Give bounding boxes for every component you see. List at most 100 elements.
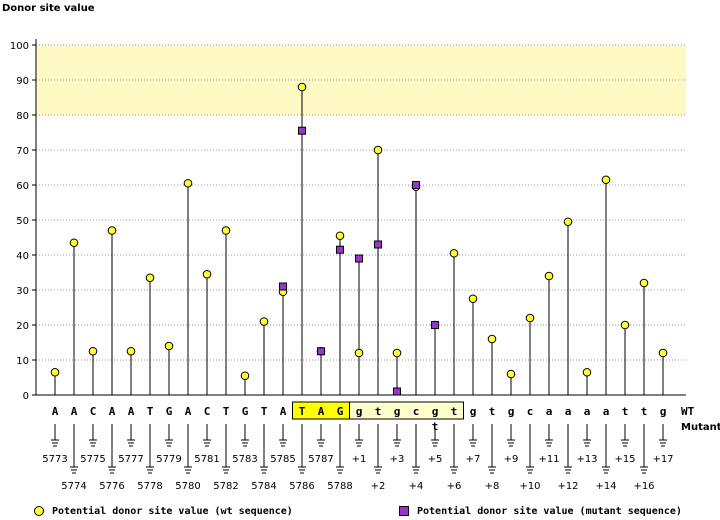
wt-base: A	[318, 405, 325, 418]
wt-base: g	[394, 405, 401, 418]
mutant-point	[412, 181, 420, 189]
legend-mutant: Potential donor site value (mutant seque…	[399, 506, 682, 517]
mutant-point	[431, 321, 439, 329]
wt-point	[639, 278, 649, 288]
wt-base: A	[128, 405, 135, 418]
wt-base: C	[204, 405, 211, 418]
wt-base: a	[565, 405, 572, 418]
wt-base: t	[375, 405, 382, 418]
position-label: +8	[485, 481, 500, 492]
position-label: 5788	[327, 481, 352, 492]
sequence-boxes	[292, 401, 464, 420]
wt-base: c	[527, 405, 534, 418]
wt-base: a	[603, 405, 610, 418]
wt-point	[544, 271, 554, 281]
position-markers	[51, 424, 667, 474]
wt-base: a	[584, 405, 591, 418]
position-label: +15	[614, 454, 635, 465]
data-points	[50, 82, 668, 396]
y-axis-label: Donor site value	[2, 3, 95, 14]
position-label: +1	[352, 454, 367, 465]
y-tick-label: 80	[16, 111, 29, 122]
position-label: 5777	[118, 454, 143, 465]
mutant-row-label: Mutant	[681, 422, 720, 433]
wt-point	[50, 367, 60, 377]
y-tick-label: 60	[16, 181, 29, 192]
y-tick-label: 50	[16, 216, 29, 227]
position-label: 5783	[232, 454, 257, 465]
wt-point	[392, 348, 402, 358]
wt-point	[601, 175, 611, 185]
position-label: +13	[576, 454, 597, 465]
legend-mutant-label: Potential donor site value (mutant seque…	[417, 506, 682, 517]
wt-point	[69, 238, 79, 248]
wt-point	[259, 317, 269, 326]
y-tick-label: 100	[10, 41, 29, 52]
y-tick-label: 40	[16, 251, 29, 262]
wt-point	[563, 217, 573, 227]
wt-point	[297, 82, 307, 92]
wt-point	[658, 348, 668, 358]
y-tick-label: 20	[16, 321, 29, 332]
wt-point	[164, 341, 174, 351]
wt-point	[373, 145, 383, 155]
wt-base: T	[147, 405, 154, 418]
wt-base: t	[489, 405, 496, 418]
wt-base: A	[185, 405, 192, 418]
position-label: +12	[557, 481, 578, 492]
wt-point	[202, 269, 212, 279]
wt-base: T	[299, 405, 306, 418]
position-label: +11	[538, 454, 559, 465]
wt-base: c	[413, 405, 420, 418]
mutant-point	[317, 347, 325, 356]
position-label: +9	[504, 454, 519, 465]
y-tick-label: 30	[16, 286, 29, 297]
position-label: +10	[519, 481, 540, 492]
position-label: +14	[595, 481, 616, 492]
position-label: 5784	[251, 481, 276, 492]
wt-base: a	[546, 405, 553, 418]
position-label: 5779	[156, 454, 181, 465]
wt-point	[620, 320, 630, 330]
wt-point	[126, 346, 136, 356]
position-label: +6	[447, 481, 462, 492]
position-label: +16	[633, 481, 654, 492]
wt-point	[468, 294, 478, 304]
position-label: 5787	[308, 454, 333, 465]
wt-point	[88, 346, 98, 356]
wt-point	[335, 231, 345, 241]
mutant-point	[393, 387, 401, 396]
wt-base: g	[356, 405, 363, 418]
y-tick-label: 90	[16, 76, 29, 87]
position-label: 5785	[270, 454, 295, 465]
position-label: 5774	[61, 481, 86, 492]
square-marker-icon	[399, 506, 409, 516]
wt-base: T	[223, 405, 230, 418]
position-label: 5781	[194, 454, 219, 465]
position-label: 5778	[137, 481, 162, 492]
wt-base: G	[337, 405, 344, 418]
position-label: 5776	[99, 481, 124, 492]
position-label: +7	[466, 454, 481, 465]
position-label: +17	[652, 454, 673, 465]
wt-point	[240, 371, 250, 381]
legend-wt-label: Potential donor site value (wt sequence)	[52, 506, 293, 517]
wt-base: g	[660, 405, 667, 418]
y-tick-label: 70	[16, 146, 29, 157]
wt-base: t	[641, 405, 648, 418]
wt-point	[449, 248, 459, 258]
wt-base: T	[261, 405, 268, 418]
wt-base: g	[470, 405, 477, 418]
wt-point	[145, 273, 155, 283]
position-label: 5782	[213, 481, 238, 492]
intron-box	[349, 401, 464, 420]
wt-point	[487, 334, 497, 344]
wt-base: A	[280, 405, 287, 418]
mutant-point	[298, 126, 306, 135]
wt-row-label: WT	[681, 405, 695, 418]
position-label: +5	[428, 454, 443, 465]
y-tick-label: 0	[23, 391, 29, 402]
position-label: +2	[371, 481, 386, 492]
wt-point	[221, 226, 231, 235]
